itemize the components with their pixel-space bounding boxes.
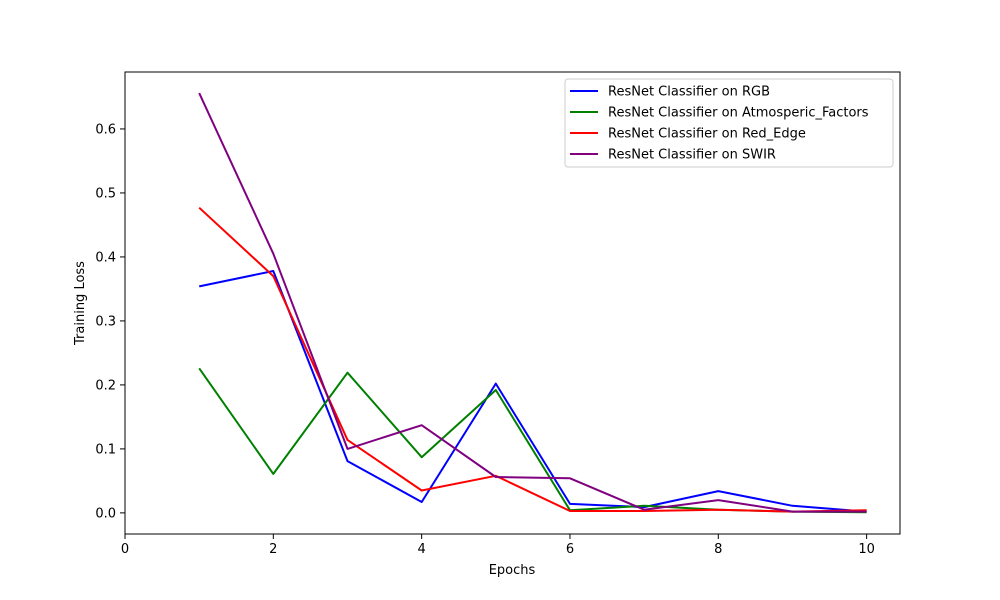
series-line-1 (198, 270, 867, 513)
y-tick-label: 0.4 (95, 250, 116, 265)
legend-box (564, 78, 894, 168)
y-axis-label: Training Loss (73, 261, 88, 346)
legend-label-4: ResNet Classifier on SWIR (608, 148, 776, 163)
legend: ResNet Classifier on RGB ResNet Classifie… (564, 78, 894, 168)
x-tick-label: 10 (858, 542, 875, 557)
y-axis-ticks: 0.0 0.1 0.2 0.3 0.4 0.5 0.6 (95, 122, 125, 521)
x-tick-label: 4 (418, 542, 426, 557)
y-tick-label: 0.1 (95, 442, 116, 457)
x-axis-ticks: 0 2 4 6 8 10 (121, 534, 875, 557)
series-line-3 (198, 206, 867, 513)
x-tick-label: 0 (121, 542, 129, 557)
series-line-4 (198, 92, 867, 513)
y-tick-label: 0.2 (95, 378, 116, 393)
x-tick-label: 8 (714, 542, 722, 557)
series-lines (198, 92, 867, 514)
legend-label-3: ResNet Classifier on Red_Edge (608, 127, 806, 142)
y-tick-label: 0.6 (95, 122, 116, 137)
x-axis-label: Epochs (489, 563, 536, 578)
y-tick-label: 0.0 (95, 506, 116, 521)
x-tick-label: 6 (566, 542, 574, 557)
y-tick-label: 0.5 (95, 186, 116, 201)
plot-frame (124, 71, 901, 535)
legend-label-1: ResNet Classifier on RGB (608, 85, 770, 100)
series-line-2 (198, 367, 867, 514)
legend-label-2: ResNet Classifier on Atmosperic_Factors (608, 106, 869, 121)
x-tick-label: 2 (269, 542, 277, 557)
y-tick-label: 0.3 (95, 314, 116, 329)
